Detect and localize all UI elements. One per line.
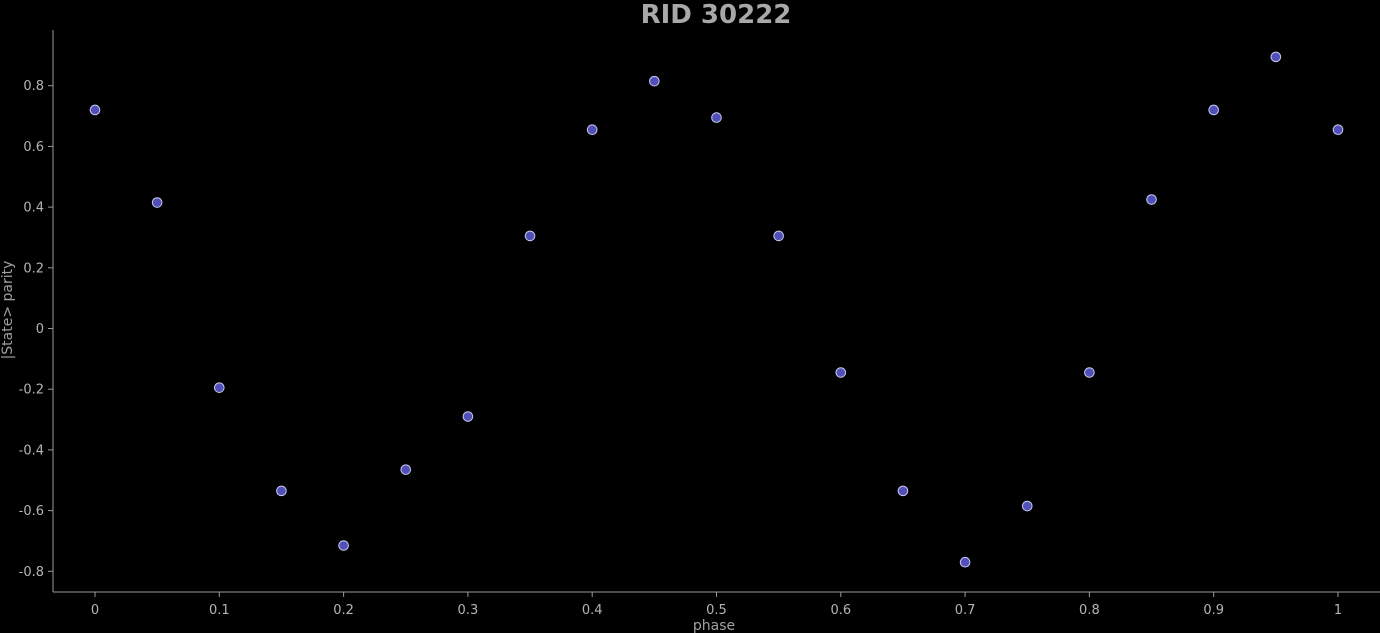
y-tick-label: 0.4 xyxy=(23,201,44,216)
y-tick-label: 0.6 xyxy=(23,140,44,155)
x-tick-label: 0.9 xyxy=(1203,603,1224,618)
data-point xyxy=(89,104,101,116)
data-point xyxy=(711,112,722,123)
data-point xyxy=(773,230,784,242)
y-ticks: -0.8 -0.6 -0.4 -0.2 0 0.2 0.4 0.6 0.8 xyxy=(19,79,53,580)
x-tick-label: 1 xyxy=(1334,603,1342,618)
data-point xyxy=(276,485,287,497)
data-point xyxy=(214,382,225,393)
data-point xyxy=(1084,367,1095,378)
y-tick-label: -0.2 xyxy=(19,383,44,398)
data-point xyxy=(835,367,847,378)
x-tick-label: 0.1 xyxy=(209,603,230,618)
y-tick-label: -0.6 xyxy=(19,504,44,519)
data-points xyxy=(89,51,1344,568)
data-point xyxy=(524,230,536,242)
y-tick-label: -0.8 xyxy=(19,565,44,580)
data-point xyxy=(400,464,412,475)
x-axis-label: phase xyxy=(693,618,735,633)
x-tick-label: 0.5 xyxy=(706,603,727,618)
data-point xyxy=(1208,104,1219,116)
y-tick-label: 0.8 xyxy=(23,79,44,94)
data-point xyxy=(649,75,660,87)
data-point xyxy=(151,197,163,208)
x-tick-label: 0.4 xyxy=(582,603,603,618)
y-tick-label: -0.4 xyxy=(19,443,44,458)
x-tick-label: 0 xyxy=(91,603,99,618)
x-ticks: 0 0.1 0.2 0.3 0.4 0.5 0.6 0.7 0.8 0.9 1 xyxy=(91,592,1342,618)
x-tick-label: 0.8 xyxy=(1079,603,1100,618)
data-point xyxy=(1332,124,1344,136)
data-point xyxy=(1270,51,1282,63)
x-tick-label: 0.3 xyxy=(458,603,479,618)
y-tick-label: 0 xyxy=(36,322,44,337)
data-point xyxy=(338,540,349,551)
x-tick-label: 0.7 xyxy=(955,603,976,618)
data-point xyxy=(462,411,474,422)
data-point xyxy=(959,556,971,568)
data-point xyxy=(897,485,909,497)
y-tick-label: 0.2 xyxy=(23,261,44,276)
data-point xyxy=(586,124,598,136)
data-point xyxy=(1146,194,1157,205)
x-tick-label: 0.6 xyxy=(830,603,851,618)
x-tick-label: 0.2 xyxy=(333,603,354,618)
chart-title: RID 30222 xyxy=(641,0,792,30)
data-point xyxy=(1021,500,1033,512)
y-axis-label: |State> parity xyxy=(0,261,16,360)
